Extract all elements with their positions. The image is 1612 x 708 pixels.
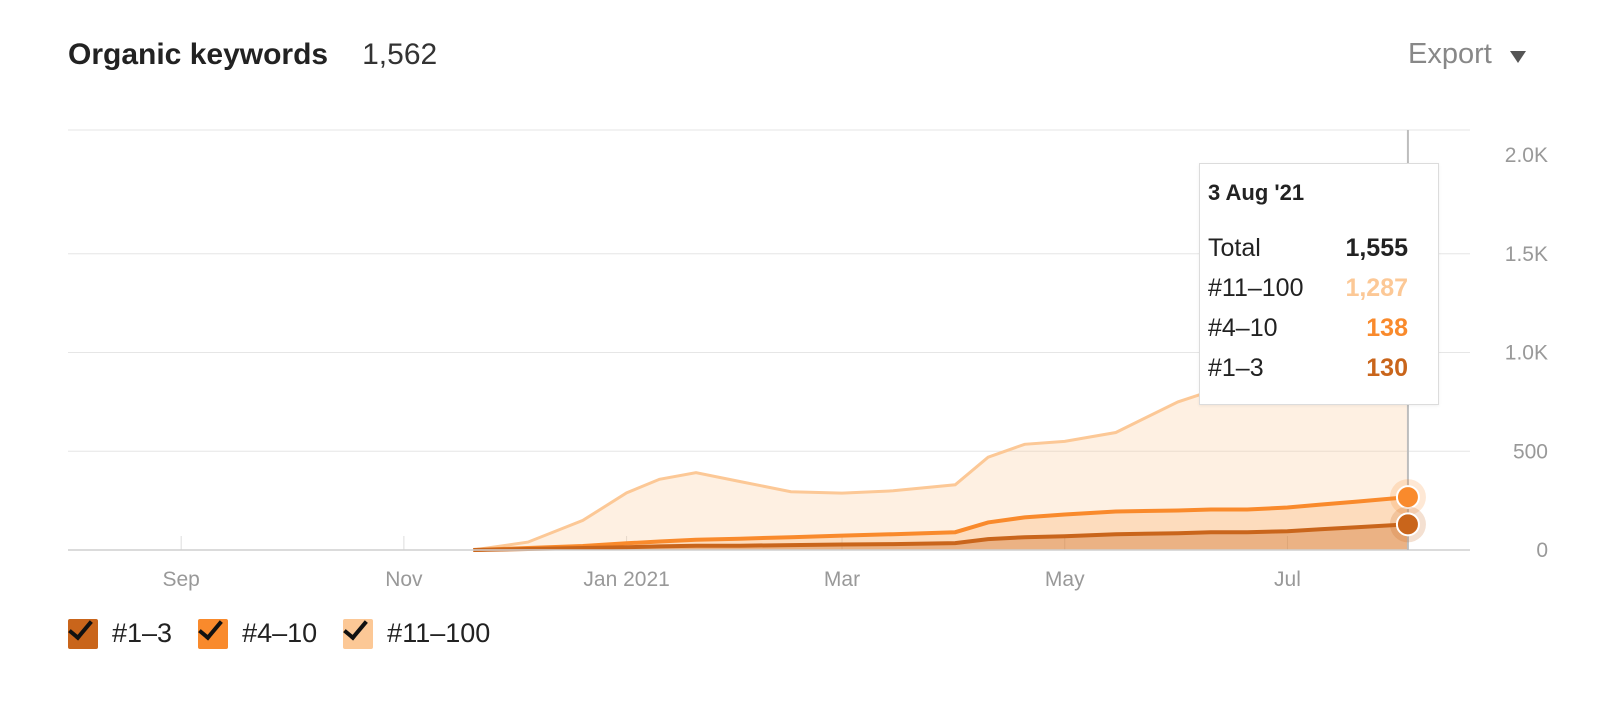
- tooltip-row-11-100: #11–100 1,287: [1208, 274, 1408, 310]
- checkmark-icon: [343, 614, 369, 640]
- checkbox-11-100[interactable]: [343, 614, 374, 649]
- series-1-3-marker: [1395, 512, 1420, 537]
- page-title: Organic keywords: [68, 38, 329, 71]
- x-tick-label: May: [1045, 568, 1085, 591]
- checkmark-icon: [68, 614, 93, 640]
- chart-tooltip: 3 Aug '21 Total 1,555 #11–100 1,287 #4–1…: [1199, 163, 1439, 405]
- tooltip-label: #11–100: [1208, 274, 1304, 302]
- x-tick-label: Jul: [1274, 568, 1301, 591]
- caret-down-icon: [1509, 50, 1526, 63]
- tooltip-row-4-10: #4–10 138: [1208, 314, 1408, 350]
- checkbox-1-3[interactable]: [68, 614, 98, 649]
- series-4-10-area: [473, 497, 1408, 550]
- keyword-count: 1,562: [362, 38, 438, 71]
- legend-label: #1–3: [112, 618, 173, 648]
- tooltip-row-1-3: #1–3 130: [1208, 354, 1408, 390]
- legend-label: #11–100: [387, 618, 491, 648]
- tooltip-label: #1–3: [1208, 354, 1264, 382]
- x-tick-label: Sep: [162, 568, 199, 591]
- checkmark-icon: [198, 614, 223, 640]
- x-tick-label: Nov: [385, 568, 423, 591]
- checkbox-4-10[interactable]: [198, 614, 229, 649]
- chart-legend: #1–3 #4–10 #11–100: [68, 614, 516, 649]
- series-4-10-line: [473, 495, 1409, 552]
- tooltip-value: 130: [1366, 354, 1408, 382]
- tooltip-value: 1,287: [1345, 274, 1408, 302]
- x-tick-label: Jan 2021: [583, 568, 669, 591]
- tooltip-label: #4–10: [1208, 314, 1278, 342]
- legend-item-11-100[interactable]: #11–100: [343, 614, 491, 649]
- y-tick-label: 1.0K: [1505, 342, 1548, 365]
- tooltip-value: 138: [1366, 314, 1408, 342]
- y-tick-label: 0: [1536, 539, 1548, 562]
- legend-item-4-10[interactable]: #4–10: [198, 614, 318, 649]
- tooltip-value: 1,555: [1345, 234, 1408, 262]
- legend-item-1-3[interactable]: #1–3: [68, 614, 173, 649]
- y-tick-label: 2.0K: [1505, 144, 1548, 167]
- x-tick-label: Mar: [824, 568, 860, 591]
- tooltip-row-total: Total 1,555: [1208, 234, 1408, 270]
- tooltip-date: 3 Aug '21: [1208, 180, 1305, 205]
- header: Organic keywords 1,562: [68, 38, 437, 78]
- series-4-10-marker: [1395, 485, 1420, 510]
- series-1-3-line: [473, 522, 1409, 552]
- y-tick-label: 500: [1513, 440, 1548, 463]
- series-11-100-area: [473, 242, 1408, 550]
- tooltip-label: Total: [1208, 234, 1261, 262]
- export-button[interactable]: Export: [1408, 38, 1526, 71]
- export-label: Export: [1408, 38, 1492, 70]
- y-tick-label: 1.5K: [1505, 243, 1548, 266]
- series-1-3-area: [473, 524, 1408, 550]
- legend-label: #4–10: [242, 618, 318, 648]
